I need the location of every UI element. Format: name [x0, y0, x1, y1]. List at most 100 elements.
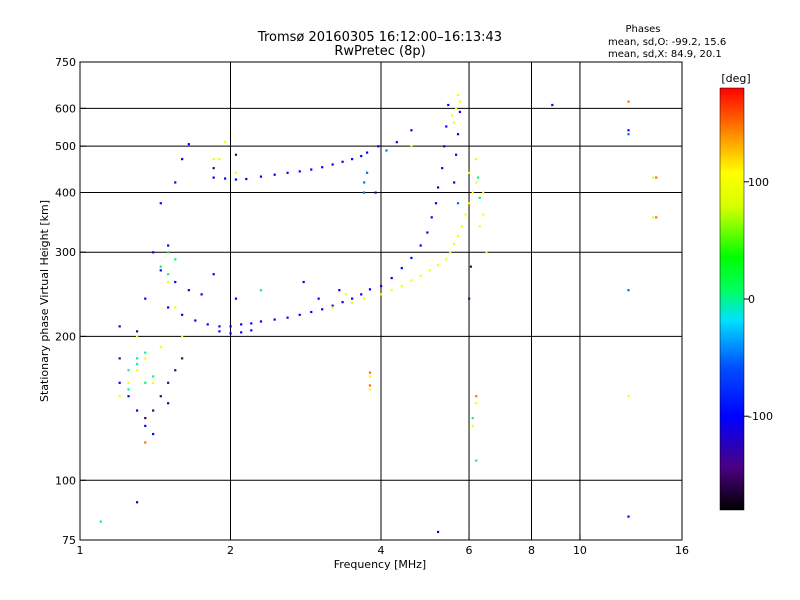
data-point — [218, 325, 221, 328]
data-point — [652, 176, 655, 179]
data-point — [212, 167, 215, 170]
data-point — [206, 323, 209, 326]
data-point — [374, 191, 377, 194]
x-tick-label: 1 — [77, 544, 84, 557]
data-point — [187, 289, 190, 292]
data-point — [468, 297, 471, 300]
data-point — [234, 297, 238, 300]
data-point — [428, 269, 431, 272]
data-point — [627, 129, 630, 132]
data-point — [174, 280, 177, 284]
data-point — [298, 313, 301, 316]
data-point — [240, 331, 243, 334]
data-point — [468, 171, 471, 174]
data-point — [310, 168, 313, 171]
phases-mean-o: mean, sd,O: -99.2, 15.6 — [608, 37, 726, 48]
data-point — [212, 176, 215, 179]
data-point — [144, 351, 147, 354]
y-axis-label: Stationary phase Virtual Height [km] — [38, 200, 51, 402]
data-point — [443, 145, 446, 148]
data-point — [351, 297, 354, 300]
data-point — [351, 301, 354, 305]
data-point — [118, 395, 121, 398]
data-point — [118, 325, 121, 328]
data-point — [159, 269, 162, 272]
data-point — [167, 402, 170, 405]
data-point — [181, 335, 184, 338]
data-point — [240, 323, 243, 326]
data-point — [456, 202, 460, 205]
data-point — [234, 178, 238, 181]
data-point — [338, 289, 341, 292]
data-point — [341, 301, 344, 304]
data-point — [286, 316, 289, 319]
data-point — [174, 306, 177, 309]
data-point — [449, 251, 452, 254]
data-point — [390, 289, 393, 292]
data-point — [434, 202, 438, 205]
data-point — [181, 357, 184, 360]
data-point — [365, 171, 369, 174]
data-point — [212, 273, 215, 276]
data-point — [655, 176, 658, 179]
x-tick-label: 2 — [227, 544, 234, 557]
data-point — [250, 322, 253, 325]
data-point — [456, 133, 460, 136]
data-point — [224, 141, 227, 144]
data-point — [298, 170, 301, 173]
y-tick-label: 750 — [55, 56, 76, 69]
data-point — [363, 181, 366, 184]
data-point — [351, 158, 354, 161]
data-point — [468, 202, 471, 205]
data-point — [167, 306, 170, 309]
data-point — [118, 357, 121, 360]
phases-mean-x: mean, sd,X: 84.9, 20.1 — [608, 49, 722, 60]
data-point — [447, 103, 450, 107]
data-point — [482, 213, 485, 216]
data-point — [273, 318, 276, 321]
data-point — [363, 297, 366, 300]
data-point — [167, 381, 170, 384]
data-point — [234, 153, 238, 156]
y-tick-label: 100 — [55, 474, 76, 487]
data-point — [652, 216, 655, 219]
x-axis-ticks: 1 2 4 6 8 10 16 — [77, 534, 689, 557]
data-point — [627, 515, 630, 518]
data-point — [152, 375, 155, 378]
data-point — [377, 145, 380, 148]
data-point — [344, 293, 347, 296]
colorbar-tick-label: -100 — [748, 410, 773, 423]
data-point — [445, 125, 448, 128]
data-point — [410, 279, 413, 282]
data-point — [471, 424, 474, 428]
data-point — [187, 143, 190, 146]
data-point — [144, 416, 147, 420]
data-point — [302, 280, 305, 284]
data-point — [159, 395, 162, 398]
data-point — [460, 225, 463, 228]
data-point — [167, 280, 170, 284]
colorbar-tick-label: 100 — [748, 176, 769, 189]
data-point — [475, 395, 478, 398]
data-point — [390, 276, 393, 280]
grid — [80, 62, 682, 540]
data-point — [456, 93, 460, 97]
data-point — [144, 381, 147, 384]
data-point — [426, 231, 429, 234]
data-point — [368, 288, 372, 291]
data-point — [135, 409, 139, 412]
data-point — [135, 335, 139, 338]
y-tick-label: 300 — [55, 246, 76, 259]
data-point — [482, 191, 485, 194]
data-point — [380, 293, 383, 296]
data-point — [655, 216, 658, 219]
data-point — [363, 191, 366, 194]
data-point — [259, 320, 263, 323]
data-point — [159, 202, 162, 205]
data-point — [627, 100, 630, 103]
x-tick-label: 6 — [466, 544, 473, 557]
chart-title: Tromsø 20160305 16:12:00–16:13:43 — [257, 30, 502, 45]
y-axis-ticks: 75 100 200 300 400 500 600 750 — [55, 56, 86, 547]
data-point — [475, 158, 478, 161]
